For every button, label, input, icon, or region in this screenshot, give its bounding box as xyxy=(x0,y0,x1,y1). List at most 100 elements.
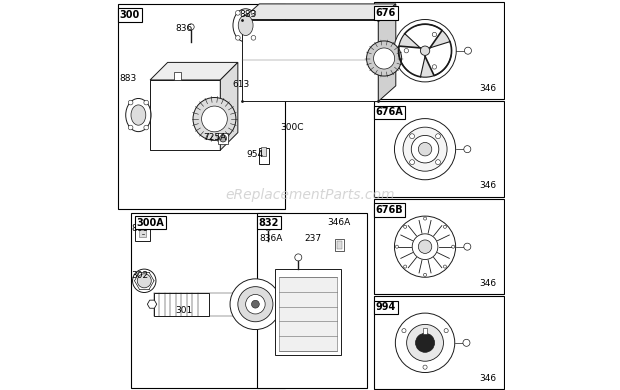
Circle shape xyxy=(420,46,430,55)
Circle shape xyxy=(219,135,226,142)
Circle shape xyxy=(236,11,240,15)
Circle shape xyxy=(410,160,415,165)
Ellipse shape xyxy=(238,15,253,35)
Circle shape xyxy=(444,328,448,333)
Circle shape xyxy=(294,254,302,261)
Text: 836A: 836A xyxy=(259,234,283,243)
Polygon shape xyxy=(242,4,396,20)
Circle shape xyxy=(443,225,446,228)
Circle shape xyxy=(188,24,194,30)
Polygon shape xyxy=(399,34,420,77)
Ellipse shape xyxy=(233,9,259,42)
Circle shape xyxy=(144,100,149,105)
Text: 613: 613 xyxy=(232,80,249,89)
Polygon shape xyxy=(220,62,238,150)
Polygon shape xyxy=(242,20,378,101)
Circle shape xyxy=(133,269,156,292)
Circle shape xyxy=(137,274,151,288)
Text: 954: 954 xyxy=(246,150,264,159)
Circle shape xyxy=(436,160,440,165)
Text: 676A: 676A xyxy=(376,107,403,117)
Circle shape xyxy=(451,245,454,248)
Bar xyxy=(374,2,504,99)
Bar xyxy=(337,241,342,249)
Bar xyxy=(374,199,504,294)
Text: 883: 883 xyxy=(120,74,137,83)
Bar xyxy=(118,4,285,209)
Circle shape xyxy=(246,294,265,314)
Polygon shape xyxy=(218,133,228,144)
Circle shape xyxy=(443,265,446,268)
Text: 994: 994 xyxy=(376,302,396,312)
Text: 883: 883 xyxy=(240,10,257,19)
Bar xyxy=(279,277,337,351)
Circle shape xyxy=(423,273,427,277)
Circle shape xyxy=(407,324,443,361)
Circle shape xyxy=(404,225,407,228)
Bar xyxy=(259,148,269,164)
Text: 346: 346 xyxy=(480,84,497,93)
Text: 301: 301 xyxy=(175,306,193,315)
Circle shape xyxy=(396,313,454,372)
Circle shape xyxy=(265,225,271,231)
Bar xyxy=(135,226,150,241)
Circle shape xyxy=(396,245,399,248)
Circle shape xyxy=(252,300,259,308)
Text: 836: 836 xyxy=(175,24,193,33)
Circle shape xyxy=(463,339,470,346)
Bar xyxy=(261,147,266,156)
Circle shape xyxy=(412,234,438,259)
Circle shape xyxy=(236,35,240,40)
Text: 676: 676 xyxy=(376,8,396,18)
Polygon shape xyxy=(378,4,396,101)
Polygon shape xyxy=(420,42,451,77)
Bar xyxy=(374,101,504,197)
Bar xyxy=(423,328,427,335)
Circle shape xyxy=(410,134,415,139)
Bar xyxy=(131,213,285,388)
Circle shape xyxy=(394,216,456,277)
Circle shape xyxy=(202,106,228,132)
Circle shape xyxy=(423,365,427,369)
Bar xyxy=(374,296,504,389)
Circle shape xyxy=(230,279,281,330)
Circle shape xyxy=(402,328,406,333)
Text: 800: 800 xyxy=(131,224,149,233)
Circle shape xyxy=(144,125,149,130)
Text: 346: 346 xyxy=(480,181,497,190)
Circle shape xyxy=(418,240,432,254)
Circle shape xyxy=(464,243,471,250)
Text: 725A: 725A xyxy=(203,133,226,142)
Circle shape xyxy=(418,142,432,156)
Text: 676B: 676B xyxy=(376,205,403,215)
Polygon shape xyxy=(405,24,450,48)
Circle shape xyxy=(251,11,256,15)
Text: eReplacementParts.com: eReplacementParts.com xyxy=(225,188,395,202)
Circle shape xyxy=(374,48,394,69)
Text: 300: 300 xyxy=(120,10,140,20)
Circle shape xyxy=(404,265,407,268)
Ellipse shape xyxy=(126,98,151,131)
Circle shape xyxy=(404,48,409,53)
Bar xyxy=(275,269,341,355)
Circle shape xyxy=(251,35,256,40)
Text: 346: 346 xyxy=(480,374,497,383)
Circle shape xyxy=(423,217,427,220)
Circle shape xyxy=(415,333,435,352)
Text: 832: 832 xyxy=(259,218,279,228)
Polygon shape xyxy=(150,62,238,80)
Circle shape xyxy=(432,32,436,37)
Ellipse shape xyxy=(131,105,146,125)
Circle shape xyxy=(411,135,439,163)
Circle shape xyxy=(436,134,440,139)
Bar xyxy=(335,239,344,251)
Circle shape xyxy=(128,125,133,130)
Circle shape xyxy=(394,119,456,180)
Text: 346A: 346A xyxy=(327,218,351,227)
Circle shape xyxy=(238,287,273,322)
Bar xyxy=(257,213,366,388)
Circle shape xyxy=(464,47,471,54)
Text: 346: 346 xyxy=(480,279,497,288)
Bar xyxy=(154,292,208,316)
Text: 300C: 300C xyxy=(281,123,304,132)
